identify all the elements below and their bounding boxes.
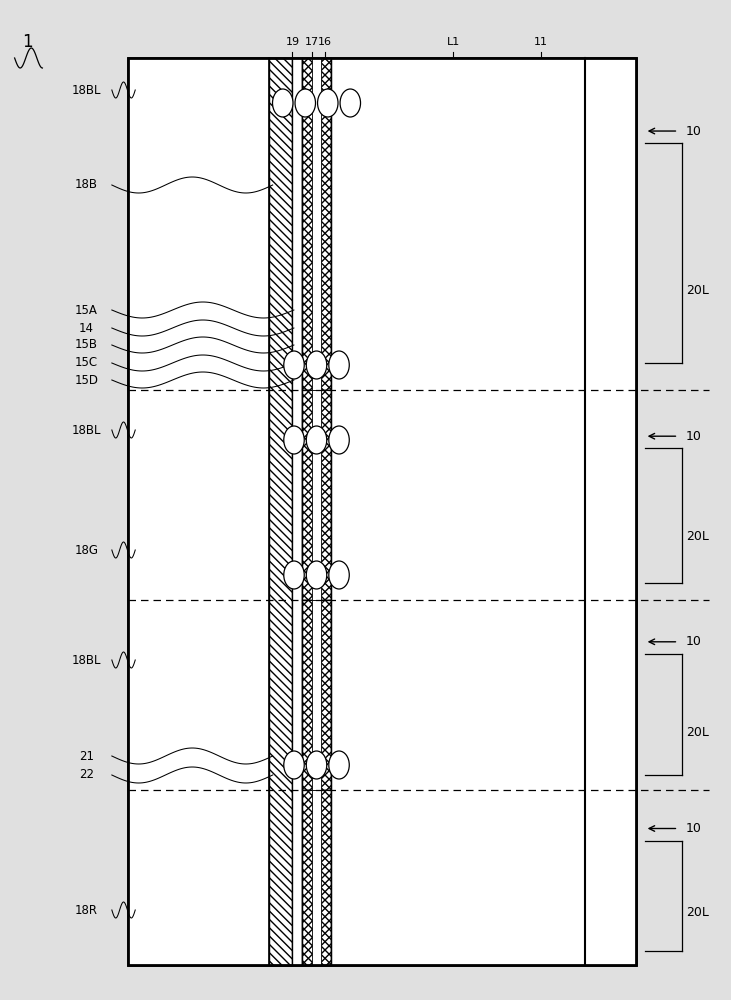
Circle shape: [329, 751, 349, 779]
Bar: [292, 58, 302, 965]
Bar: [302, 790, 331, 965]
Text: 18R: 18R: [75, 904, 98, 916]
Bar: [302, 390, 331, 600]
Text: 15B: 15B: [75, 338, 98, 352]
Bar: [302, 58, 331, 390]
Circle shape: [284, 751, 304, 779]
Text: 15A: 15A: [75, 304, 98, 316]
Bar: [331, 58, 585, 965]
Text: 20L: 20L: [686, 726, 708, 740]
Bar: [302, 58, 331, 390]
Circle shape: [317, 89, 338, 117]
Circle shape: [273, 89, 293, 117]
Bar: [312, 600, 321, 790]
Circle shape: [329, 351, 349, 379]
Text: 10: 10: [686, 635, 702, 648]
Text: 16: 16: [318, 37, 333, 47]
Text: 20L: 20L: [686, 284, 708, 297]
Text: 20L: 20L: [686, 530, 708, 543]
Bar: [269, 58, 292, 965]
Bar: [312, 390, 321, 600]
Circle shape: [329, 561, 349, 589]
Text: 11: 11: [534, 37, 548, 47]
Bar: [128, 58, 636, 965]
Circle shape: [329, 426, 349, 454]
Text: 21: 21: [79, 750, 94, 762]
Text: 18BL: 18BL: [72, 424, 101, 436]
Bar: [302, 600, 331, 790]
Text: 10: 10: [686, 822, 702, 835]
Text: L1: L1: [447, 37, 460, 47]
Text: 18G: 18G: [75, 544, 98, 556]
Circle shape: [284, 561, 304, 589]
Text: 17: 17: [305, 37, 319, 47]
Circle shape: [306, 426, 327, 454]
Circle shape: [306, 351, 327, 379]
Bar: [312, 790, 321, 965]
Text: 10: 10: [686, 430, 702, 443]
Bar: [302, 790, 331, 965]
Bar: [312, 58, 321, 390]
Bar: [302, 600, 331, 790]
Circle shape: [295, 89, 316, 117]
Text: 18BL: 18BL: [72, 84, 101, 97]
Circle shape: [306, 751, 327, 779]
Circle shape: [306, 561, 327, 589]
Bar: [302, 390, 331, 600]
Bar: [585, 58, 636, 965]
Bar: [128, 58, 636, 965]
Circle shape: [284, 426, 304, 454]
Text: 22: 22: [79, 768, 94, 782]
Text: 1: 1: [23, 33, 33, 51]
Text: 18BL: 18BL: [72, 654, 101, 666]
Text: 14: 14: [79, 322, 94, 334]
Text: 20L: 20L: [686, 906, 708, 919]
Text: 15D: 15D: [75, 373, 98, 386]
Bar: [302, 390, 331, 600]
Circle shape: [340, 89, 360, 117]
Bar: [302, 600, 331, 790]
Text: 18B: 18B: [75, 178, 98, 192]
Bar: [302, 790, 331, 965]
Bar: [585, 58, 636, 965]
Circle shape: [284, 351, 304, 379]
Bar: [302, 58, 331, 390]
Text: 19: 19: [285, 37, 300, 47]
Text: 15C: 15C: [75, 357, 98, 369]
Bar: [128, 58, 269, 965]
Text: 10: 10: [686, 125, 702, 138]
Bar: [269, 58, 292, 965]
